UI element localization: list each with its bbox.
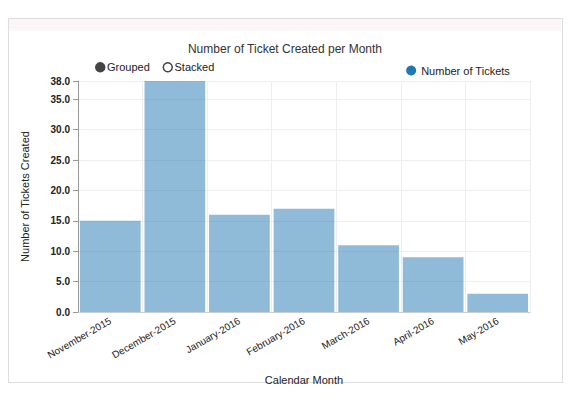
svg-text:15.0: 15.0 xyxy=(51,215,71,226)
svg-text:30.0: 30.0 xyxy=(51,124,71,135)
svg-text:Grouped: Grouped xyxy=(107,61,150,73)
svg-text:March-2016: March-2016 xyxy=(320,315,372,351)
svg-text:25.0: 25.0 xyxy=(51,155,71,166)
svg-text:10.0: 10.0 xyxy=(51,246,71,257)
svg-text:Stacked: Stacked xyxy=(175,61,215,73)
svg-text:5.0: 5.0 xyxy=(56,276,70,287)
svg-text:Number of Tickets Created: Number of Tickets Created xyxy=(19,131,31,262)
svg-text:December-2015: December-2015 xyxy=(110,315,178,361)
svg-text:January-2016: January-2016 xyxy=(184,315,243,355)
svg-text:November-2015: November-2015 xyxy=(46,315,114,361)
svg-text:20.0: 20.0 xyxy=(51,185,71,196)
svg-text:Number of Tickets: Number of Tickets xyxy=(421,65,510,77)
svg-text:Number of Ticket Created per M: Number of Ticket Created per Month xyxy=(188,42,382,56)
svg-text:0.0: 0.0 xyxy=(56,307,70,318)
svg-text:May-2016: May-2016 xyxy=(457,315,501,347)
svg-text:38.0: 38.0 xyxy=(51,76,71,87)
svg-text:February-2016: February-2016 xyxy=(245,315,308,357)
svg-text:35.0: 35.0 xyxy=(51,94,71,105)
svg-text:Calendar Month: Calendar Month xyxy=(265,374,343,386)
svg-text:April-2016: April-2016 xyxy=(391,315,436,348)
